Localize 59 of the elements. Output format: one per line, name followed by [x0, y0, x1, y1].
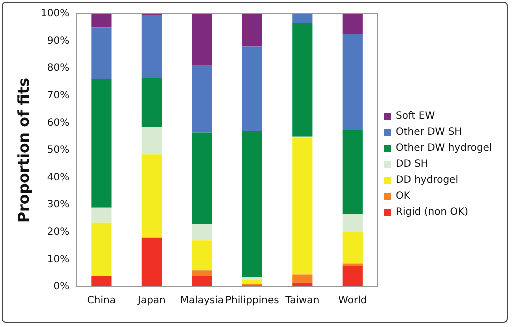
- bar: [92, 222, 112, 276]
- bar: [342, 232, 363, 264]
- bar: [342, 14, 363, 34]
- legend-label: Other DW SH: [396, 127, 462, 138]
- y-tick-label: 60%: [47, 118, 70, 129]
- y-tick-label: 70%: [47, 90, 70, 102]
- bar: [192, 276, 212, 287]
- y-tick-label: 30%: [47, 200, 70, 211]
- y-axis-title: Proportion of fits: [14, 78, 33, 223]
- x-tick-label: World: [338, 296, 368, 307]
- bar: [242, 131, 262, 278]
- bar: [142, 154, 162, 238]
- x-tick-label: Philippines: [225, 296, 280, 307]
- bar: [242, 14, 262, 47]
- bar: [292, 14, 313, 24]
- bar: [242, 277, 262, 280]
- x-tick-label: China: [87, 296, 116, 307]
- y-tick-label: 80%: [47, 63, 70, 74]
- x-tick-label: Taiwan: [284, 296, 320, 307]
- bar: [342, 130, 363, 215]
- legend-label: OK: [396, 191, 411, 202]
- bar: [292, 24, 313, 137]
- bar: [242, 280, 262, 284]
- y-tick-label: 40%: [47, 172, 70, 184]
- bar: [142, 78, 162, 128]
- y-tick-label: 90%: [47, 36, 70, 47]
- y-tick-label: 50%: [47, 145, 70, 156]
- bar: [242, 46, 262, 132]
- bar: [92, 276, 112, 287]
- y-tick-label: 100%: [40, 8, 70, 20]
- bar: [142, 15, 162, 78]
- bar: [192, 66, 212, 133]
- bar: [92, 80, 112, 208]
- bar: [192, 14, 212, 66]
- bar: [292, 138, 313, 275]
- bar: [192, 240, 212, 271]
- bar: [342, 34, 363, 130]
- x-tick-label: Malaysia: [180, 296, 224, 307]
- x-tick-label: Japan: [136, 296, 166, 307]
- legend-label: DD hydrogel: [396, 175, 458, 186]
- legend-label: Rigid (non OK): [396, 207, 469, 218]
- bar: [92, 208, 112, 223]
- bar: [92, 28, 112, 80]
- bar: [192, 270, 212, 276]
- y-tick-label: 10%: [47, 254, 70, 266]
- legend-label: Soft EW: [396, 111, 436, 122]
- bar: [192, 224, 212, 241]
- bar: [92, 14, 112, 28]
- bar: [142, 238, 162, 287]
- bar: [342, 266, 363, 287]
- legend-label: Other DW hydrogel: [396, 143, 492, 154]
- bar: [192, 132, 212, 224]
- bar: [342, 214, 363, 232]
- y-tick-label: 0%: [54, 282, 70, 293]
- bar: [342, 264, 363, 267]
- y-tick-label: 20%: [47, 226, 70, 238]
- legend-label: DD SH: [396, 159, 428, 170]
- bar: [292, 274, 313, 283]
- bar: [142, 127, 162, 155]
